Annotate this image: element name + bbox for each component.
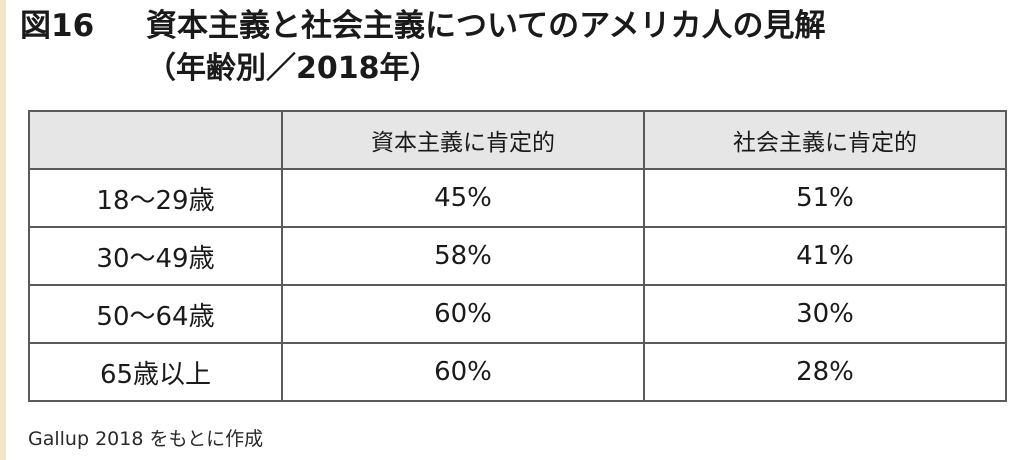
table-row: 65歳以上 60% 28% bbox=[28, 342, 1007, 402]
table-row: 50〜64歳 60% 30% bbox=[28, 284, 1007, 344]
cell-socialism: 51% bbox=[643, 168, 1007, 228]
table-row: 30〜49歳 58% 41% bbox=[28, 226, 1007, 286]
table-row: 18〜29歳 45% 51% bbox=[28, 168, 1007, 228]
title-subtitle: （年齢別／2018年） bbox=[146, 51, 440, 86]
cell-capitalism: 60% bbox=[281, 284, 645, 344]
cell-capitalism: 45% bbox=[281, 168, 645, 228]
row-label: 18〜29歳 bbox=[28, 168, 283, 228]
table-header-row: 資本主義に肯定的 社会主義に肯定的 bbox=[28, 110, 1007, 170]
figure-title: 図16 資本主義と社会主義についてのアメリカ人の見解 （年齢別／2018年） bbox=[20, 4, 826, 90]
row-label: 30〜49歳 bbox=[28, 226, 283, 286]
title-main: 資本主義と社会主義についてのアメリカ人の見解 bbox=[146, 8, 826, 44]
row-label: 65歳以上 bbox=[28, 342, 283, 402]
header-corner-cell bbox=[28, 110, 283, 170]
header-capitalism: 資本主義に肯定的 bbox=[281, 110, 645, 170]
cell-socialism: 30% bbox=[643, 284, 1007, 344]
cell-socialism: 41% bbox=[643, 226, 1007, 286]
header-socialism: 社会主義に肯定的 bbox=[643, 110, 1007, 170]
page-edge bbox=[0, 0, 6, 460]
cell-socialism: 28% bbox=[643, 342, 1007, 402]
row-label: 50〜64歳 bbox=[28, 284, 283, 344]
cell-capitalism: 58% bbox=[281, 226, 645, 286]
title-line-1: 図16 資本主義と社会主義についてのアメリカ人の見解 bbox=[20, 4, 826, 48]
data-table: 資本主義に肯定的 社会主義に肯定的 18〜29歳 45% 51% 30〜49歳 … bbox=[28, 110, 1007, 402]
figure-number: 図16 bbox=[20, 8, 95, 44]
source-note: Gallup 2018 をもとに作成 bbox=[28, 428, 264, 450]
cell-capitalism: 60% bbox=[281, 342, 645, 402]
